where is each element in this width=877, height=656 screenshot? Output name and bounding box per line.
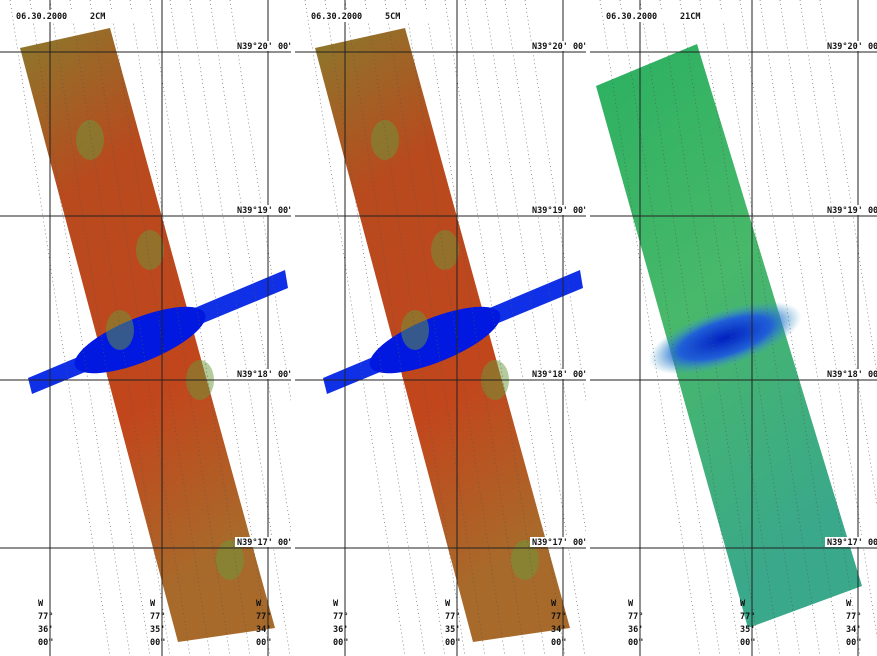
longitude-label: 77° (445, 612, 460, 622)
anomaly (106, 310, 134, 350)
depth-label: 5CM (385, 12, 400, 22)
longitude-label: 00" (38, 638, 53, 648)
longitude-label: W (333, 599, 339, 609)
longitude-label: 36' (333, 625, 348, 635)
depth-label: 2CM (90, 12, 105, 22)
longitude-label: 77° (38, 612, 53, 622)
longitude-label: 36' (38, 625, 53, 635)
latitude-label: N39°18' 00" (237, 370, 293, 380)
latitude-label: N39°18' 00" (827, 370, 877, 380)
anomaly (371, 120, 399, 160)
anomaly (76, 120, 104, 160)
latitude-label: N39°20' 00" (532, 42, 588, 52)
longitude-label: 34' (256, 625, 271, 635)
longitude-label: W (150, 599, 156, 609)
latitude-label: N39°19' 00" (827, 206, 877, 216)
map-panel: 06.30.2000 5CM N39°20' 00" N39°19' 00" N39°1… (295, 0, 625, 656)
longitude-label: 35' (740, 625, 755, 635)
page: 06.30.2000 2CM N39°20' 00" N39°19' 00" N39°1… (0, 0, 877, 656)
longitude-label: 77° (628, 612, 643, 622)
longitude-label: 34' (846, 625, 861, 635)
longitude-label: 00" (445, 638, 460, 648)
longitude-label: 00" (551, 638, 566, 648)
longitude-label: 35' (445, 625, 460, 635)
latitude-label: N39°19' 00" (532, 206, 588, 216)
longitude-label: 77° (551, 612, 566, 622)
map-figure: 06.30.2000 2CM N39°20' 00" N39°19' 00" N39°1… (0, 0, 877, 656)
longitude-label: 34' (551, 625, 566, 635)
longitude-label: 77° (740, 612, 755, 622)
anomaly (401, 310, 429, 350)
longitude-label: 77° (256, 612, 271, 622)
survey-date: 06.30.2000 (311, 12, 362, 22)
longitude-label: W (628, 599, 634, 609)
longitude-label: 77° (846, 612, 861, 622)
longitude-label: W (38, 599, 44, 609)
latitude-label: N39°17' 00" (532, 538, 588, 548)
longitude-label: 00" (740, 638, 755, 648)
longitude-label: W (551, 599, 557, 609)
longitude-label: 00" (256, 638, 271, 648)
latitude-label: N39°17' 00" (827, 538, 877, 548)
anomaly (136, 230, 164, 270)
longitude-label: 77° (333, 612, 348, 622)
longitude-label: 00" (333, 638, 348, 648)
survey-date: 06.30.2000 (606, 12, 657, 22)
longitude-label: W (256, 599, 262, 609)
map-panel: 06.30.2000 21CM N39°20' 00" N39°19' 00" N39°… (590, 0, 877, 656)
latitude-label: N39°19' 00" (237, 206, 293, 216)
map-panel: 06.30.2000 2CM N39°20' 00" N39°19' 00" N39°1… (0, 0, 330, 656)
survey-date: 06.30.2000 (16, 12, 67, 22)
longitude-label: 36' (628, 625, 643, 635)
longitude-label: W (740, 599, 746, 609)
latitude-label: N39°18' 00" (532, 370, 588, 380)
depth-label: 21CM (680, 12, 700, 22)
longitude-label: 00" (628, 638, 643, 648)
longitude-label: 00" (846, 638, 861, 648)
longitude-label: 77° (150, 612, 165, 622)
longitude-label: 35' (150, 625, 165, 635)
longitude-label: W (846, 599, 852, 609)
anomaly (431, 230, 459, 270)
latitude-label: N39°20' 00" (827, 42, 877, 52)
longitude-label: 00" (150, 638, 165, 648)
latitude-label: N39°20' 00" (237, 42, 293, 52)
longitude-label: W (445, 599, 451, 609)
latitude-label: N39°17' 00" (237, 538, 293, 548)
